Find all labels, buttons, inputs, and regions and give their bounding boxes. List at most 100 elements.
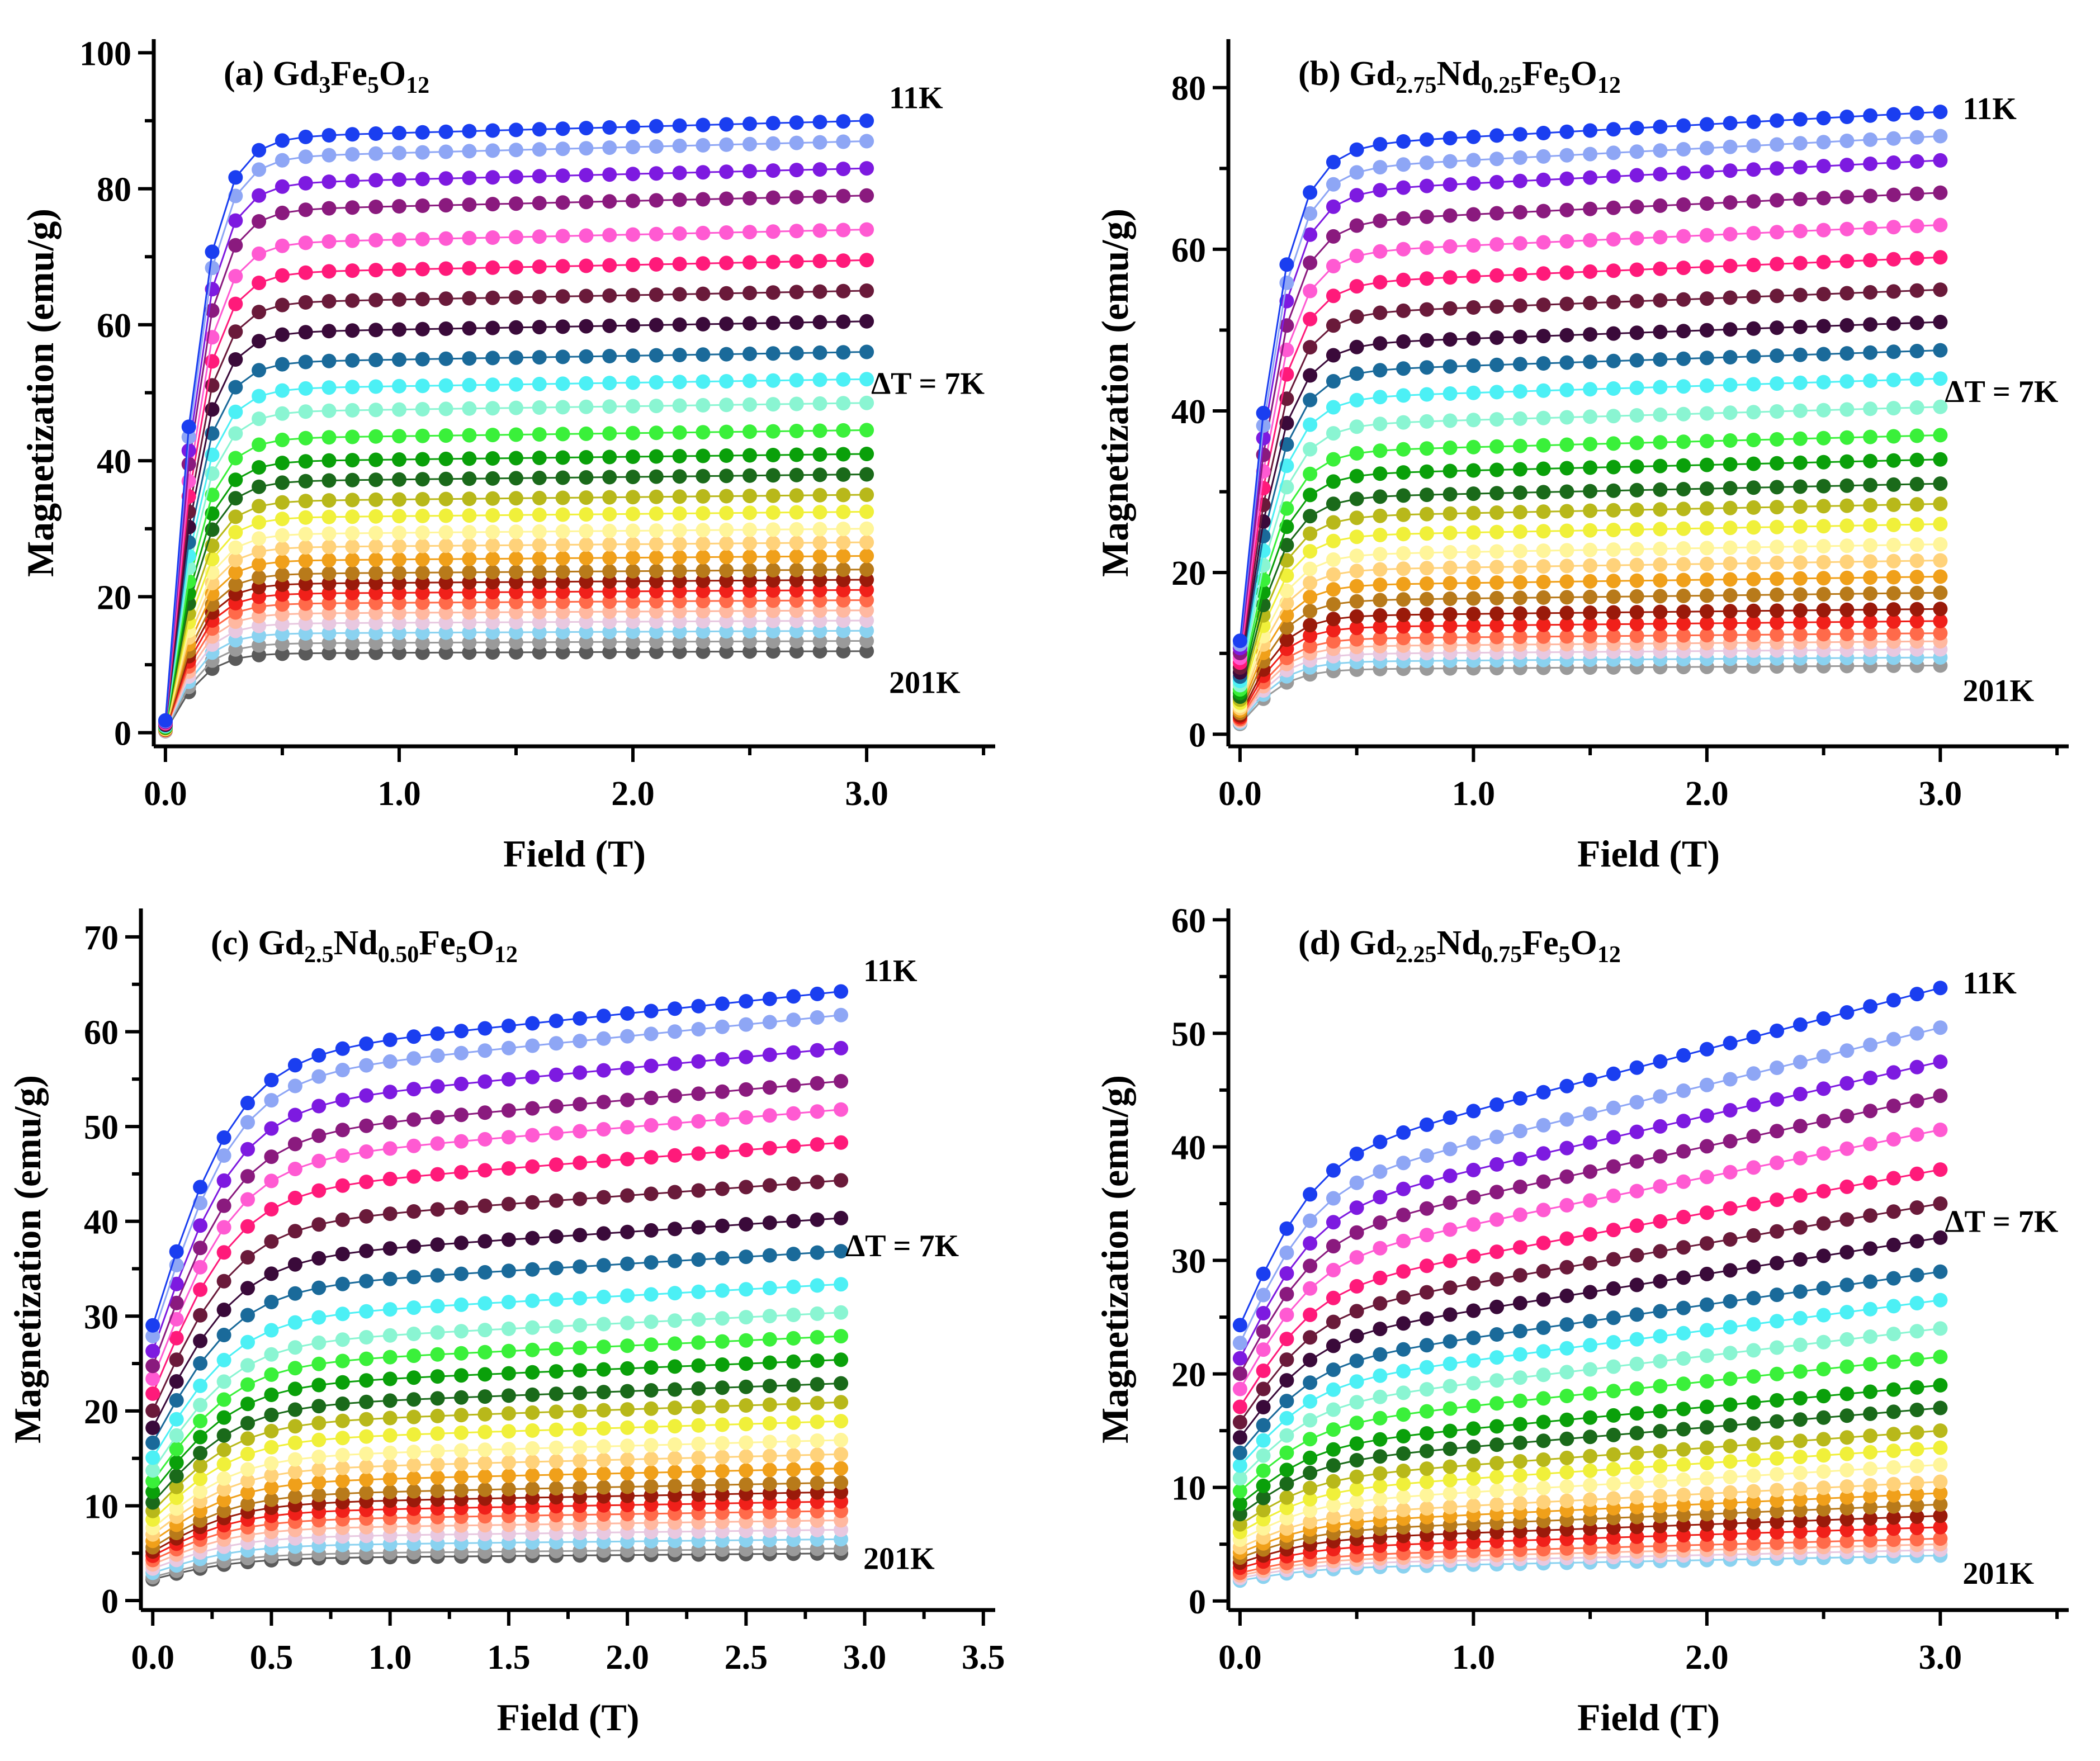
data-point: [1442, 154, 1458, 169]
data-point: [696, 550, 711, 565]
data-point: [1512, 1324, 1527, 1338]
data-point: [509, 122, 523, 138]
data-point: [335, 1123, 350, 1138]
data-point: [1933, 569, 1948, 584]
data-point: [1909, 1403, 1924, 1417]
data-point: [836, 114, 851, 129]
data-point: [742, 614, 757, 628]
data-point: [1279, 1307, 1294, 1322]
data-point: [298, 553, 313, 568]
data-point: [216, 1374, 231, 1389]
data-point: [715, 1019, 730, 1034]
data-point: [1442, 1423, 1458, 1438]
data-point: [1933, 1321, 1948, 1336]
data-point: [477, 1043, 493, 1058]
data-point: [1303, 392, 1318, 408]
y-tick-label: 50: [1171, 1015, 1206, 1053]
data-point: [719, 347, 734, 362]
data-point: [836, 188, 851, 203]
data-point: [762, 1379, 777, 1394]
data-point: [859, 161, 874, 176]
data-point: [525, 1454, 540, 1469]
data-point: [1559, 1493, 1574, 1508]
data-point: [462, 291, 477, 306]
data-point: [810, 1137, 825, 1152]
data-point: [1442, 208, 1458, 223]
data-point: [1792, 319, 1808, 334]
data-point: [1303, 255, 1318, 271]
data-point: [1419, 333, 1434, 348]
data-point: [859, 487, 874, 502]
data-point: [1770, 1467, 1785, 1482]
x-tick-label: 1.0: [1452, 775, 1496, 813]
data-point: [335, 1375, 350, 1390]
data-point: [1512, 524, 1527, 539]
data-point: [485, 551, 500, 566]
data-point: [485, 491, 500, 506]
data-point: [1699, 1507, 1714, 1522]
data-point: [1629, 1460, 1644, 1475]
data-point: [169, 1312, 184, 1327]
data-point: [430, 1079, 445, 1094]
data-point: [1442, 1334, 1458, 1349]
data-point: [602, 594, 617, 609]
data-point: [1676, 1422, 1691, 1437]
data-point: [1886, 1354, 1901, 1369]
data-point: [602, 349, 617, 363]
data-point: [765, 573, 781, 588]
data-point: [501, 1019, 516, 1033]
data-point: [644, 1337, 659, 1352]
data-point: [1933, 1020, 1948, 1035]
data-point: [1653, 589, 1668, 604]
data-point: [742, 346, 757, 361]
data-point: [1699, 378, 1714, 393]
data-point: [1442, 487, 1458, 502]
data-point: [345, 233, 360, 248]
data-point: [786, 1476, 801, 1491]
data-point: [1699, 1139, 1714, 1154]
data-point: [1442, 386, 1458, 401]
data-point: [216, 1392, 231, 1407]
data-point: [1512, 1454, 1527, 1469]
data-point: [649, 506, 664, 521]
data-point: [1326, 288, 1341, 304]
data-point: [477, 1132, 493, 1147]
data-point: [789, 603, 804, 618]
data-point: [620, 1120, 635, 1135]
data-point: [672, 574, 687, 589]
data-point: [836, 603, 851, 618]
data-point: [454, 1483, 469, 1498]
data-point: [1489, 385, 1505, 400]
data-point: [532, 524, 547, 539]
data-point: [1442, 1253, 1458, 1268]
data-point: [525, 1293, 540, 1308]
data-point: [287, 1058, 302, 1073]
data-point: [555, 349, 570, 364]
data-point: [1303, 628, 1318, 643]
data-point: [668, 1088, 682, 1104]
data-point: [548, 1014, 564, 1029]
data-point: [1839, 1533, 1855, 1549]
data-point: [1396, 631, 1411, 646]
data-point: [1629, 503, 1644, 517]
data-point: [1326, 452, 1341, 467]
data-point: [1770, 1414, 1785, 1429]
data-point: [739, 1017, 754, 1032]
data-point: [742, 116, 757, 131]
data-point: [836, 396, 851, 411]
data-point: [1909, 154, 1924, 169]
data-point: [1886, 1521, 1901, 1536]
data-point: [477, 1367, 493, 1382]
data-point: [719, 593, 734, 608]
data-point: [1839, 570, 1855, 585]
data-point: [1933, 553, 1948, 568]
data-point: [1863, 1274, 1878, 1289]
data-point: [1816, 519, 1831, 534]
data-point: [789, 447, 804, 462]
data-point: [672, 506, 687, 521]
data-point: [742, 424, 757, 439]
x-tick-label: 3.0: [843, 1639, 887, 1677]
data-point: [1792, 571, 1808, 586]
data-point: [649, 584, 664, 599]
data-point: [742, 593, 757, 608]
